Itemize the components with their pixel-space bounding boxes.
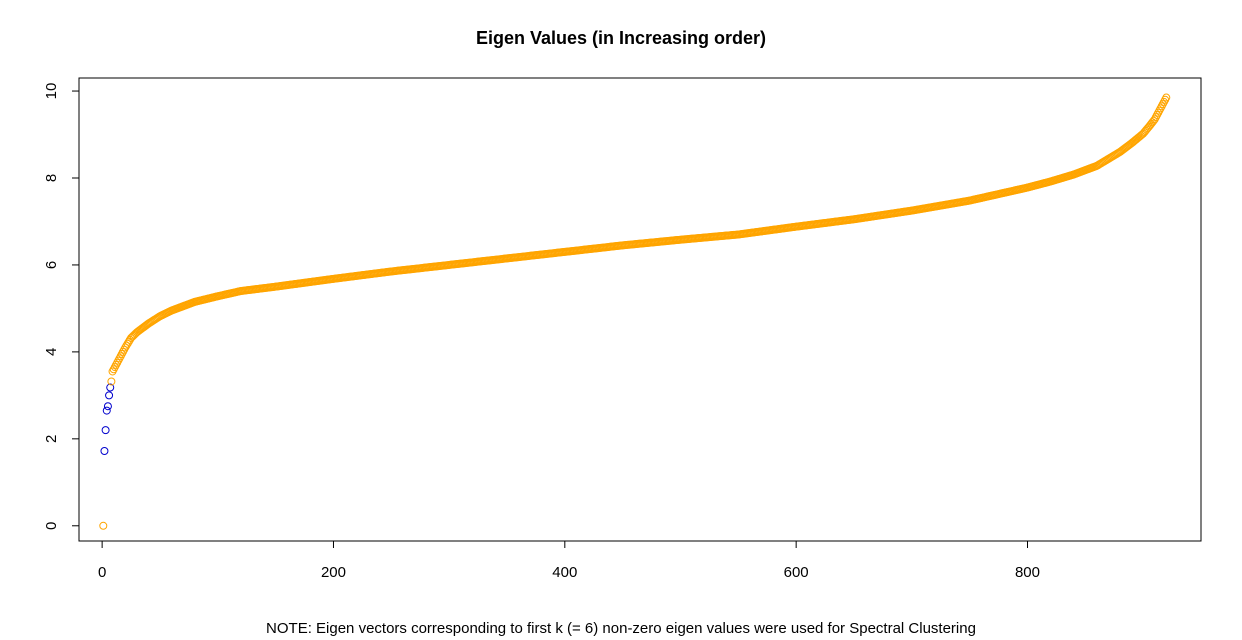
plot-frame xyxy=(78,77,1202,542)
highlighted-data-point xyxy=(105,391,114,400)
highlighted-data-point xyxy=(103,402,112,411)
data-point xyxy=(123,339,132,348)
data-point xyxy=(121,343,130,352)
y-tick-label: 0 xyxy=(43,522,60,530)
data-point xyxy=(122,341,131,350)
data-point xyxy=(1162,93,1171,102)
x-axis: 0 200 400 600 800 xyxy=(98,540,1040,581)
highlighted-data-point xyxy=(102,406,111,415)
x-tick-label: 200 xyxy=(321,564,346,581)
x-tick-label: 600 xyxy=(784,564,809,581)
x-tick-label: 0 xyxy=(98,564,106,581)
data-point xyxy=(107,377,116,386)
x-tick-label: 400 xyxy=(552,564,577,581)
y-tick-label: 8 xyxy=(43,174,60,182)
y-tick-label: 6 xyxy=(43,261,60,269)
y-tick-label: 10 xyxy=(43,83,60,100)
chart-note: NOTE: Eigen vectors corresponding to fir… xyxy=(266,620,976,637)
y-tick-label: 4 xyxy=(43,348,60,356)
y-tick-label: 2 xyxy=(43,435,60,443)
y-axis: 0 2 4 6 8 10 xyxy=(43,83,80,530)
highlighted-data-point xyxy=(106,383,115,392)
data-points xyxy=(99,93,1171,530)
highlighted-data-point xyxy=(100,447,109,456)
chart-title: Eigen Values (in Increasing order) xyxy=(475,28,767,48)
highlighted-data-point xyxy=(101,426,110,435)
data-point xyxy=(99,521,108,530)
x-tick-label: 800 xyxy=(1015,564,1040,581)
